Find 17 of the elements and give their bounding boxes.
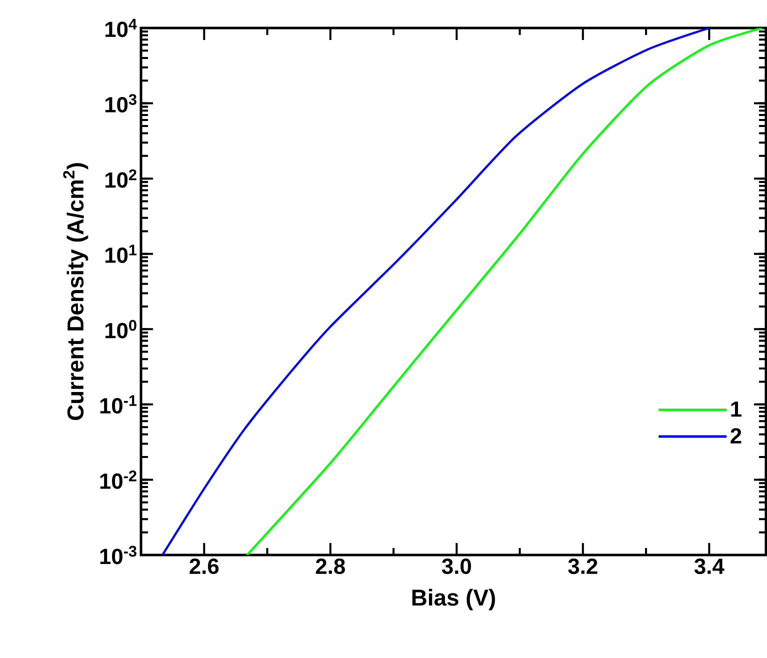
y-tick-label: 10$^{-2}$ (100, 470, 136, 489)
y-tick-label: 10$^{0}$ (105, 320, 136, 338)
x-tick-label: 3.0 (442, 558, 471, 574)
y-tick-label: 10$^{-1}$ (100, 395, 137, 414)
x-tick-label: 3.2 (568, 558, 598, 574)
x-axis-title: Bias (V) (412, 588, 495, 610)
y-tick-label: 10$^{4}$ (105, 18, 137, 38)
x-tick-label: 2.6 (190, 558, 219, 574)
x-tick-label: 3.4 (694, 558, 724, 574)
y-tick-label: 10$^{2}$ (105, 169, 136, 188)
legend-label: 2 (730, 428, 742, 444)
y-tick-label: 10$^{1}$ (105, 244, 137, 263)
y-tick-label: 10$^{3}$ (105, 94, 136, 112)
y-axis-title: Current Density (A/cm$^{2}$) (63, 163, 88, 420)
x-tick-label: 2.8 (316, 558, 345, 574)
legend-label: 1 (731, 402, 742, 417)
y-tick-label: 10$^{-3}$ (100, 546, 136, 564)
